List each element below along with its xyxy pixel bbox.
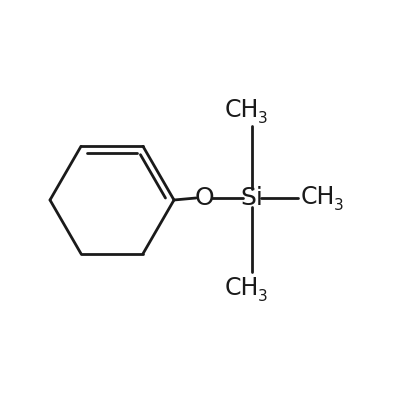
Text: 3: 3 — [258, 111, 268, 126]
Text: 3: 3 — [258, 289, 268, 304]
Text: CH: CH — [301, 185, 335, 209]
Text: CH: CH — [225, 276, 259, 300]
Text: 3: 3 — [334, 198, 344, 213]
Text: Si: Si — [240, 186, 264, 210]
Text: O: O — [194, 186, 214, 210]
Text: CH: CH — [225, 98, 259, 122]
